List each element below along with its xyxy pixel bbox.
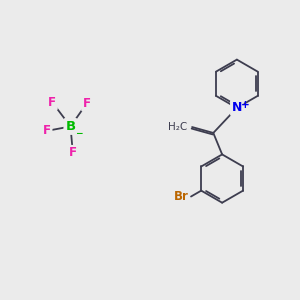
Text: B: B <box>65 120 76 133</box>
Text: N: N <box>232 101 242 114</box>
Text: H₂C: H₂C <box>168 122 187 132</box>
Text: F: F <box>69 146 77 159</box>
Text: F: F <box>48 96 56 109</box>
Text: F: F <box>43 124 51 137</box>
Text: Br: Br <box>174 190 189 203</box>
Text: F: F <box>83 97 91 110</box>
Text: +: + <box>241 100 250 110</box>
Text: −: − <box>75 129 82 138</box>
